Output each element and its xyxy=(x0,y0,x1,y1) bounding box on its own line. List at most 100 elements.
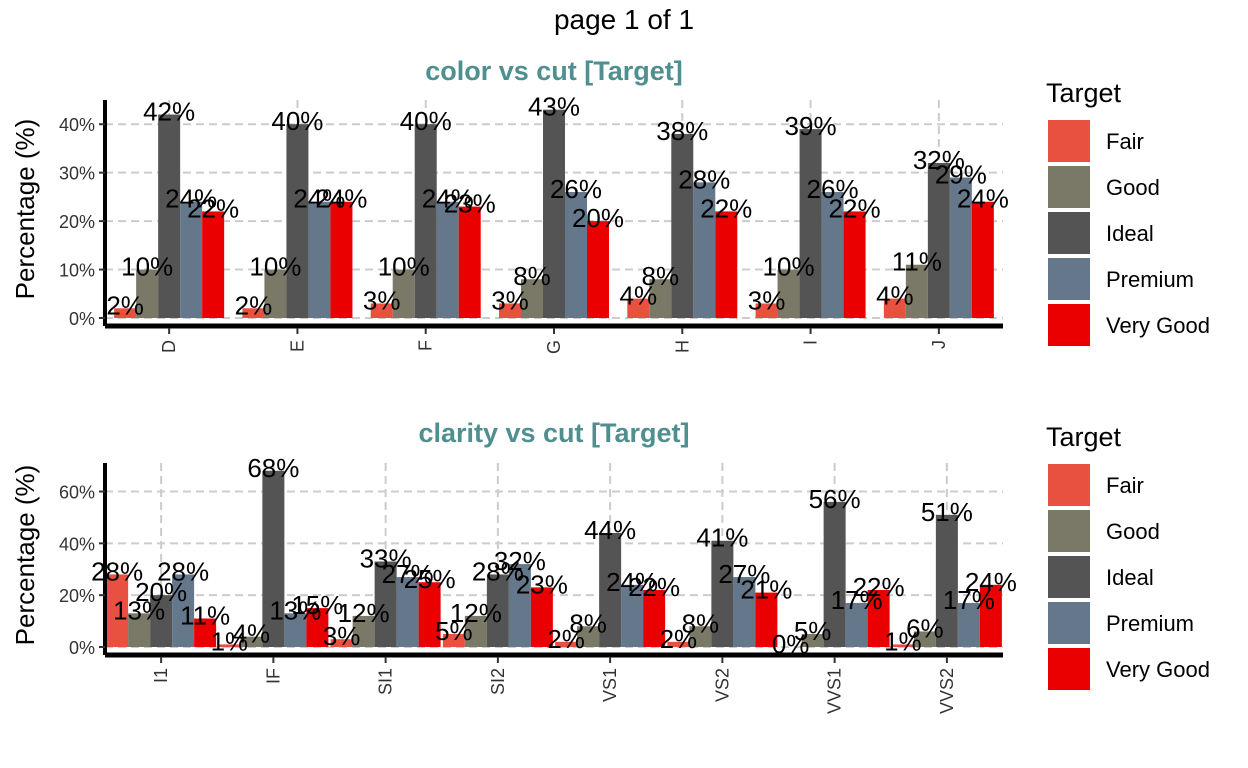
bar-good-F xyxy=(392,269,415,318)
bar-ideal-VVS1 xyxy=(823,501,846,647)
x-tick-label-F: F xyxy=(416,340,436,351)
data-label: 5% xyxy=(435,616,473,646)
data-label: 24% xyxy=(422,184,474,214)
x-tick-label-D: D xyxy=(159,340,179,353)
data-label: 22% xyxy=(853,572,905,602)
data-label: 11% xyxy=(892,247,942,277)
bar-fair-VVS2 xyxy=(891,644,914,647)
data-label: 21% xyxy=(740,575,792,605)
x-tick-label-IF: IF xyxy=(263,668,283,684)
data-label: 3% xyxy=(323,621,361,651)
data-label: 1% xyxy=(884,626,922,656)
data-label: 2% xyxy=(660,624,698,654)
data-label: 29% xyxy=(935,160,987,190)
data-label: 12% xyxy=(450,598,502,628)
data-label: 68% xyxy=(247,453,299,483)
bar-premium-SI1 xyxy=(396,577,419,647)
bar-premium-VVS1 xyxy=(845,602,868,647)
bar-ideal-VVS2 xyxy=(935,514,958,647)
bar-very-good-VS2 xyxy=(755,592,778,647)
y-tick-label: 20% xyxy=(59,212,95,232)
y-tick-label: 30% xyxy=(59,164,95,184)
data-label: 41% xyxy=(696,523,748,553)
bar-fair-E xyxy=(242,308,265,318)
data-label: 24% xyxy=(957,184,1009,214)
data-label: 17% xyxy=(831,585,883,615)
data-label: 39% xyxy=(785,111,837,141)
bar-good-E xyxy=(264,269,287,318)
y-tick-label: 40% xyxy=(59,115,95,135)
legend-label: Good xyxy=(1106,519,1160,544)
bar-premium-J xyxy=(949,177,972,318)
bar-premium-I xyxy=(821,192,844,318)
data-label: 40% xyxy=(271,106,323,136)
bar-very-good-I xyxy=(843,211,866,318)
data-label: 4% xyxy=(233,619,271,649)
bar-fair-VS2 xyxy=(667,641,690,647)
bar-premium-D xyxy=(180,201,203,318)
data-label: 51% xyxy=(921,497,973,527)
bar-ideal-VS1 xyxy=(599,532,622,647)
x-tick-label-I: I xyxy=(801,340,821,345)
bar-premium-VS1 xyxy=(621,584,644,647)
data-label: 15% xyxy=(291,590,343,620)
legend-key-premium xyxy=(1048,258,1090,300)
chart-title-1: color vs cut [Target] xyxy=(425,56,683,86)
bar-very-good-H xyxy=(715,211,738,318)
y-tick-label: 10% xyxy=(59,261,95,281)
bar-very-good-D xyxy=(202,211,225,318)
bar-good-I1 xyxy=(128,613,151,647)
y-axis-label: Percentage (%) xyxy=(10,119,40,300)
data-label: 2% xyxy=(106,290,144,320)
bar-premium-SI2 xyxy=(508,564,531,647)
legend-label: Premium xyxy=(1106,267,1194,292)
bar-fair-G xyxy=(499,303,521,318)
legend-title: Target xyxy=(1046,422,1122,452)
data-label: 20% xyxy=(135,577,187,607)
y-tick-label: 40% xyxy=(59,534,95,554)
data-label: 44% xyxy=(584,515,636,545)
data-label: 10% xyxy=(121,252,173,282)
page-title: page 1 of 1 xyxy=(553,4,695,35)
bar-good-I xyxy=(777,269,800,318)
bar-ideal-G xyxy=(543,109,565,318)
bar-good-D xyxy=(136,269,159,318)
data-label: 28% xyxy=(678,164,730,194)
legend-key-fair xyxy=(1048,464,1090,506)
y-axis-label: Percentage (%) xyxy=(10,465,40,646)
data-label: 6% xyxy=(906,613,944,643)
bar-very-good-I1 xyxy=(194,618,217,647)
data-label: 22% xyxy=(187,193,239,223)
x-tick-label-I1: I1 xyxy=(151,668,171,683)
data-label: 3% xyxy=(748,285,786,315)
legend-label: Ideal xyxy=(1106,565,1154,590)
bar-very-good-E xyxy=(330,201,353,318)
bar-premium-G xyxy=(565,192,587,318)
bar-very-good-SI2 xyxy=(530,587,553,647)
legend-label: Ideal xyxy=(1106,221,1154,246)
legend-key-premium xyxy=(1048,602,1090,644)
bar-good-VVS1 xyxy=(801,634,824,647)
bar-fair-I xyxy=(755,303,778,318)
bar-very-good-F xyxy=(458,206,481,318)
bar-premium-VS2 xyxy=(733,577,756,647)
bar-ideal-D xyxy=(158,114,181,319)
x-tick-label-VVS1: VVS1 xyxy=(825,668,845,714)
data-label: 11% xyxy=(180,600,230,630)
data-label: 4% xyxy=(619,281,657,311)
data-label: 27% xyxy=(382,559,434,589)
data-label: 3% xyxy=(491,285,529,315)
bar-premium-H xyxy=(693,182,716,318)
bar-premium-I1 xyxy=(172,574,195,647)
bar-premium-IF xyxy=(284,613,307,647)
bar-ideal-F xyxy=(414,124,437,318)
bar-very-good-VVS2 xyxy=(979,584,1002,647)
x-tick-label-SI2: SI2 xyxy=(488,668,508,695)
bar-very-good-J xyxy=(971,201,994,318)
legend-label: Fair xyxy=(1106,473,1144,498)
data-label: 4% xyxy=(876,281,914,311)
data-label: 24% xyxy=(293,184,345,214)
bar-ideal-J xyxy=(927,162,950,318)
bar-premium-F xyxy=(436,201,459,318)
